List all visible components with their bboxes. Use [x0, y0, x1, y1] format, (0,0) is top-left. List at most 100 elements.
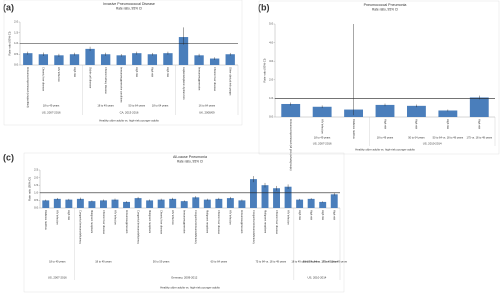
category-label: Congenital immunodeficiency	[194, 210, 198, 245]
y-tick-label: 2.0	[269, 78, 273, 82]
category-label: Chronic liver disease	[275, 210, 279, 235]
y-tick-label: 3.0	[269, 59, 273, 63]
x-axis-label: Healthy older adults vs. high-risk young…	[99, 119, 159, 123]
bar	[192, 197, 200, 208]
bar	[169, 198, 177, 208]
y-tick-label: 2.0	[14, 20, 18, 24]
category-label: Immunosuppression	[197, 67, 201, 91]
y-tick-label: 4.0	[269, 40, 273, 44]
panel-label: (b)	[258, 2, 270, 12]
bar	[69, 54, 80, 65]
category-label: HIV infection	[171, 210, 175, 225]
subgroup-label: 18 to 49 years	[97, 104, 114, 108]
y-tick-label: 0.0	[14, 63, 18, 67]
category-label: High risk	[151, 67, 155, 78]
bar	[100, 200, 107, 208]
bar	[203, 199, 211, 208]
panel-label: (a)	[3, 2, 14, 12]
bar	[312, 106, 332, 117]
category-label: Chronic liver disease	[213, 67, 217, 92]
category-label: High risk	[446, 119, 450, 130]
bar	[225, 54, 235, 65]
category-label: Immunosuppressive conditions	[120, 67, 124, 103]
subgroup-label: 18 to 49 years	[49, 260, 66, 264]
bar	[209, 58, 220, 65]
bar	[284, 186, 292, 208]
y-tick-label: 0.5	[14, 52, 18, 56]
group-label: UK, 2008/09	[199, 111, 215, 115]
category-label: Chronic liver disease	[159, 210, 163, 235]
subgroup-label: 18 to 49 years	[291, 260, 308, 264]
y-tick-label: 1.5	[14, 30, 18, 34]
subgroup-label: 18 to 49 years	[95, 260, 112, 264]
bar	[146, 200, 154, 208]
bar	[76, 198, 84, 208]
bar	[23, 53, 33, 65]
bar	[88, 201, 96, 208]
bar	[54, 55, 64, 65]
chart-subtitle: Rate ratio, 95% CI	[372, 7, 398, 11]
chart-subtitle: Rate ratio, 95% CI	[116, 6, 142, 10]
y-tick-label: 1.0	[34, 191, 38, 195]
bar	[116, 55, 126, 65]
category-label: Congenital immunodeficiency	[136, 210, 140, 245]
category-label: High risk	[135, 67, 139, 78]
subgroup-label: 18 to 64 years	[152, 104, 169, 108]
bar	[330, 194, 338, 208]
bar	[132, 53, 142, 65]
bar	[469, 97, 489, 117]
y-axis-label: Rate ratio (95% CI)	[8, 31, 12, 55]
category-label: High risk	[478, 119, 482, 130]
category-label: Immunosuppression	[240, 210, 244, 234]
category-label: High risk	[298, 210, 302, 221]
subgroup-label: 18 to 49 years	[377, 136, 394, 140]
category-label: Congenital immunodeficiency	[252, 210, 256, 245]
subgroup-label: 50 to 59 years	[153, 260, 170, 264]
category-label: High risk	[383, 119, 387, 130]
bar	[273, 188, 280, 208]
category-label: Immunosuppression	[125, 210, 129, 234]
bar	[438, 110, 458, 117]
bar	[226, 198, 234, 208]
subgroup-label: 175 vs. 18 to 49 years	[467, 136, 493, 140]
subgroup-label: 50 to 64 years	[303, 260, 320, 264]
category-label: Chronic liver disease	[217, 210, 221, 235]
bar	[180, 201, 188, 208]
category-label: Malignant neoplasm	[206, 210, 210, 233]
bar	[319, 201, 327, 208]
category-label: High risk	[321, 210, 325, 221]
bar	[100, 54, 111, 65]
category-label: Asplenia/splenic dysfunction	[182, 67, 186, 100]
bar	[157, 199, 165, 208]
y-tick-label: 5.0	[269, 22, 273, 26]
y-tick-label: 2.5	[34, 168, 38, 172]
bar	[147, 54, 158, 65]
category-label: High risk	[166, 67, 170, 78]
category-label: High risk	[67, 210, 71, 221]
y-tick-label: 1.0	[269, 96, 273, 100]
category-label: Chronic liver disease	[42, 67, 46, 92]
bar	[65, 199, 73, 208]
bar	[38, 54, 49, 65]
category-label: Other clinical risk groups	[229, 67, 233, 96]
subgroup-label: 50 to 64 vs. 18 to 49 years	[433, 136, 464, 140]
x-axis-label: Healthy older adults vs. high-risk young…	[160, 286, 220, 290]
y-tick-label: 2.0	[34, 175, 38, 179]
category-label: HIV infection	[57, 67, 61, 82]
bar	[261, 185, 269, 208]
group-label: CA, 2013-2016	[120, 111, 139, 115]
y-tick-label: 1.5	[34, 183, 38, 187]
panel-label: (c)	[3, 152, 14, 162]
y-tick-label: 1.0	[14, 41, 18, 45]
bar	[42, 200, 50, 208]
x-axis-label: Healthy older adults vs. high-risk young…	[355, 148, 415, 152]
group-label: US, 2007-2016	[313, 142, 332, 146]
y-axis-label: Rate ratio (95% CI)	[28, 177, 32, 201]
category-label: HIV infection	[113, 210, 117, 225]
subgroup-label: 18 to 49 years	[314, 136, 331, 140]
chart-title: All-cause Pneumonia	[173, 155, 207, 159]
y-tick-label: 0.0	[269, 115, 273, 119]
category-label: HIV infection	[286, 210, 290, 225]
subgroup-label: 60 to 64 years	[211, 260, 228, 264]
category-label: Immunocompromised (unspecified)	[26, 67, 30, 108]
